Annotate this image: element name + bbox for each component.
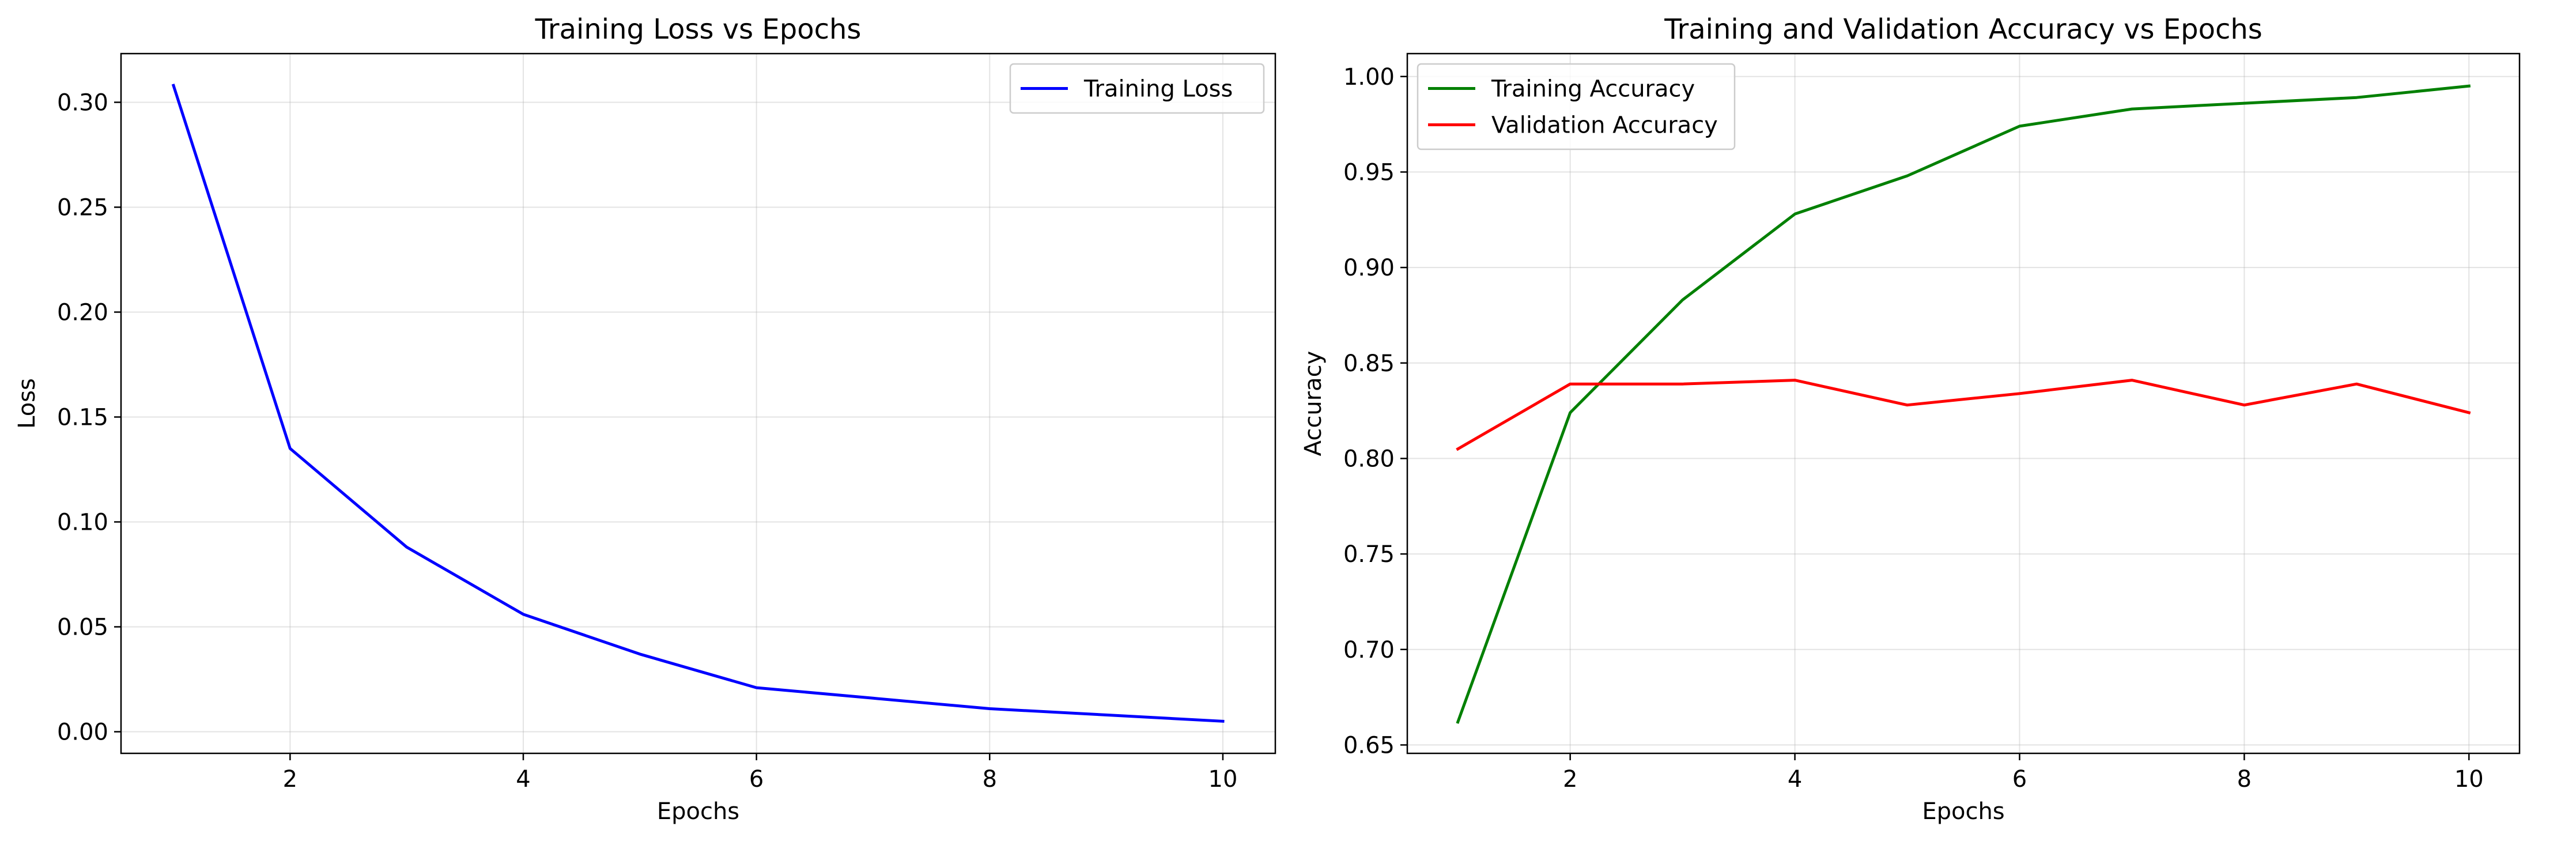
chart-2-y-tick-label: 1.00 bbox=[1343, 64, 1395, 90]
chart-2-legend-box bbox=[1417, 63, 1736, 150]
chart-2-x-axis-label: Epochs bbox=[1922, 798, 2004, 825]
chart-1-panel: 2 4 6 8 10 0.00 0.05 0.10 0.15 0.20 0.25 0.30 Traini… bbox=[14, 13, 1276, 825]
chart-2-x-tick-label: 4 bbox=[1788, 766, 1802, 793]
chart-2-title: Training and Validation Accuracy vs Epoc… bbox=[1664, 13, 2263, 46]
chart-1-y-tick-label: 0.30 bbox=[57, 89, 108, 116]
chart-2-legend-label-validation-accuracy: Validation Accuracy bbox=[1491, 112, 1718, 139]
chart-1-x-tick-label: 4 bbox=[516, 766, 530, 793]
chart-1-legend-box bbox=[1009, 63, 1265, 114]
chart-2-axes-frame bbox=[1406, 52, 2521, 755]
chart-1-y-tick-label: 0.00 bbox=[57, 719, 108, 746]
chart-2-y-tick-label: 0.90 bbox=[1343, 255, 1395, 281]
chart-1-axes-frame bbox=[120, 52, 1276, 755]
chart-1-series-training-loss-line bbox=[171, 84, 1225, 723]
chart-2-y-tick-label: 0.65 bbox=[1343, 732, 1395, 759]
chart-1-x-tick-label: 6 bbox=[749, 766, 764, 793]
chart-2-x-tick-label: 2 bbox=[1563, 766, 1577, 793]
chart-2-y-axis-label: Accuracy bbox=[1300, 351, 1327, 457]
chart-2-y-tick-label: 0.85 bbox=[1343, 350, 1395, 377]
chart-1-legend: Training Loss bbox=[1009, 63, 1265, 114]
chart-2-series-training-accuracy-line bbox=[1456, 84, 2471, 724]
chart-2-y-tick-label: 0.75 bbox=[1343, 541, 1395, 568]
chart-1-y-tick-label: 0.05 bbox=[57, 614, 108, 640]
chart-1-y-tick-label: 0.15 bbox=[57, 404, 108, 431]
chart-1-x-axis-label: Epochs bbox=[657, 798, 739, 825]
chart-2-legend: Training Accuracy Validation Accuracy bbox=[1417, 63, 1736, 150]
chart-2-series-validation-accuracy-line bbox=[1456, 379, 2471, 451]
chart-1-legend-label-training-loss: Training Loss bbox=[1083, 76, 1233, 103]
chart-2-x-tick-label: 10 bbox=[2454, 766, 2484, 793]
chart-2-panel: 2 4 6 8 10 0.65 0.70 0.75 0.80 0.85 0.90 0.95 1.00 Tr… bbox=[1300, 13, 2521, 825]
chart-1-x-tick-label: 8 bbox=[983, 766, 997, 793]
chart-2-y-tick-label: 0.80 bbox=[1343, 446, 1395, 472]
chart-1-y-tick-label: 0.10 bbox=[57, 509, 108, 535]
chart-1-x-tick-label: 2 bbox=[283, 766, 297, 793]
chart-1-title: Training Loss vs Epochs bbox=[535, 13, 862, 46]
chart-1-x-tick-label: 10 bbox=[1208, 766, 1238, 793]
chart-1-y-tick-label: 0.25 bbox=[57, 194, 108, 221]
chart-2-y-tick-label: 0.70 bbox=[1343, 637, 1395, 663]
chart-2-legend-label-training-accuracy: Training Accuracy bbox=[1491, 76, 1695, 103]
chart-1-y-tick-label: 0.20 bbox=[57, 299, 108, 326]
chart-2-x-tick-label: 8 bbox=[2237, 766, 2252, 793]
chart-1-y-axis-label: Loss bbox=[14, 378, 40, 429]
chart-2-y-tick-label: 0.95 bbox=[1343, 159, 1395, 186]
chart-2-x-tick-label: 6 bbox=[2012, 766, 2027, 793]
